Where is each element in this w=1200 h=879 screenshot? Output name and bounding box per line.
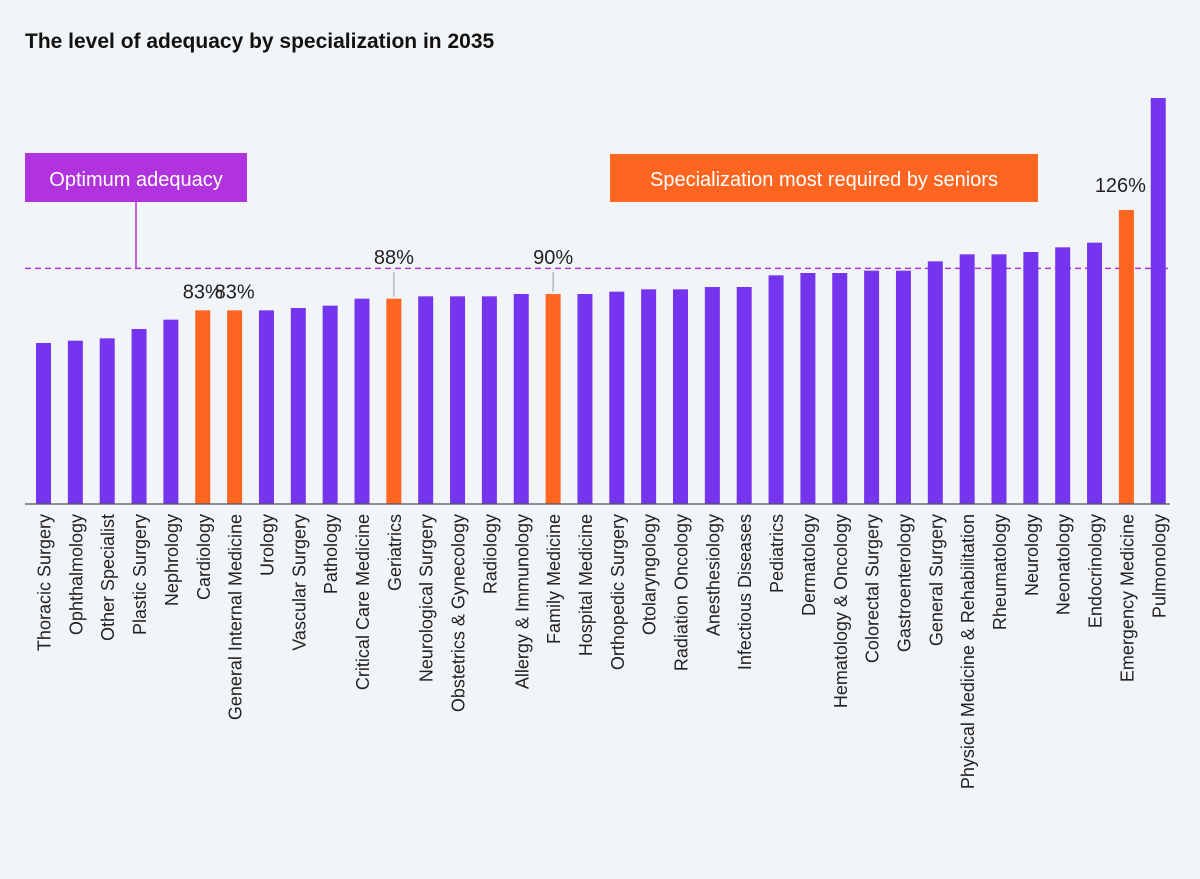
bar-25 <box>800 273 816 504</box>
bar-31 <box>991 254 1007 504</box>
bar-21 <box>673 289 688 504</box>
optimum-box <box>25 153 247 202</box>
bar-23 <box>736 287 752 504</box>
category-label-6: Cardiology <box>194 514 214 600</box>
bar-3 <box>99 338 115 504</box>
bar-35 <box>1118 210 1134 504</box>
bar-22 <box>704 287 720 504</box>
value-label-6: 83% <box>183 281 223 303</box>
category-label-13: Neurological Surgery <box>417 514 437 682</box>
category-label-22: Anesthesiology <box>703 514 723 636</box>
bar-7 <box>227 310 243 504</box>
category-label-18: Hospital Medicine <box>576 514 596 656</box>
value-label-35: 126% <box>1095 175 1146 197</box>
category-label-25: Dermatology <box>799 514 819 616</box>
category-label-3: Other Specialist <box>98 514 118 641</box>
bar-4 <box>131 329 147 504</box>
bar-18 <box>577 294 593 504</box>
bar-15 <box>481 296 497 504</box>
category-label-28: Gastroenterology <box>894 514 914 652</box>
bar-33 <box>1055 247 1071 505</box>
category-label-34: Endocrinology <box>1086 514 1106 628</box>
category-label-16: Allergy & Immunology <box>512 514 532 689</box>
bar-24 <box>768 275 784 504</box>
optimum-label: Optimum adequacy <box>49 169 222 191</box>
bar-13 <box>418 296 434 504</box>
category-label-4: Plastic Surgery <box>130 514 150 635</box>
category-label-21: Radiation Oncology <box>672 514 692 671</box>
bar-17 <box>545 294 561 504</box>
bar-30 <box>959 254 975 504</box>
category-label-27: Colorectal Surgery <box>863 514 883 663</box>
category-label-7: General Internal Medicine <box>226 514 246 720</box>
category-label-2: Ophthalmology <box>66 514 86 635</box>
category-label-23: Infectious Diseases <box>735 514 755 670</box>
chart-title: The level of adequacy by specialization … <box>25 30 495 53</box>
category-label-12: Geriatrics <box>385 514 405 591</box>
category-label-20: Otolaryngology <box>640 514 660 635</box>
bar-36 <box>1150 98 1166 504</box>
bar-34 <box>1087 242 1103 504</box>
bar-32 <box>1023 252 1039 504</box>
bar-9 <box>290 308 306 504</box>
category-label-31: Rheumatology <box>990 514 1010 630</box>
highlight-legend-box <box>610 154 1038 202</box>
category-label-33: Neonatology <box>1054 514 1074 615</box>
bar-16 <box>513 294 529 504</box>
category-label-11: Critical Care Medicine <box>353 514 373 690</box>
category-label-8: Urology <box>257 514 277 576</box>
bar-20 <box>641 289 657 504</box>
bar-2 <box>67 340 83 504</box>
category-label-29: General Surgery <box>926 514 946 646</box>
category-label-5: Nephrology <box>162 514 182 606</box>
category-label-30: Physical Medicine & Rehabilitation <box>958 514 978 789</box>
category-label-9: Vascular Surgery <box>289 514 309 651</box>
category-label-17: Family Medicine <box>544 514 564 644</box>
category-label-26: Hematology & Oncology <box>831 514 851 708</box>
value-label-17: 90% <box>533 247 573 269</box>
category-label-14: Obstetrics & Gynecology <box>449 514 469 712</box>
bar-11 <box>354 298 370 504</box>
bar-8 <box>258 310 274 504</box>
bar-14 <box>450 296 466 504</box>
category-label-32: Neurology <box>1022 514 1042 596</box>
category-label-10: Pathology <box>321 514 341 594</box>
bar-26 <box>832 273 848 504</box>
highlight-legend-label: Specialization most required by seniors <box>650 169 998 191</box>
category-label-35: Emergency Medicine <box>1117 514 1137 682</box>
bar-28 <box>895 270 911 504</box>
category-label-15: Radiology <box>480 514 500 594</box>
bar-10 <box>322 305 338 504</box>
bar-19 <box>609 291 625 504</box>
bar-5 <box>163 319 179 504</box>
value-label-7: 83% <box>215 281 255 303</box>
bar-1 <box>36 343 51 504</box>
category-label-1: Thoracic Surgery <box>35 514 55 651</box>
category-label-36: Pulmonology <box>1149 514 1169 618</box>
value-label-12: 88% <box>374 247 414 269</box>
bar-12 <box>386 298 402 504</box>
category-label-19: Orthopedic Surgery <box>608 514 628 670</box>
bar-29 <box>927 261 943 504</box>
bar-6 <box>195 310 211 504</box>
category-label-24: Pediatrics <box>767 514 787 593</box>
bar-27 <box>864 270 880 504</box>
